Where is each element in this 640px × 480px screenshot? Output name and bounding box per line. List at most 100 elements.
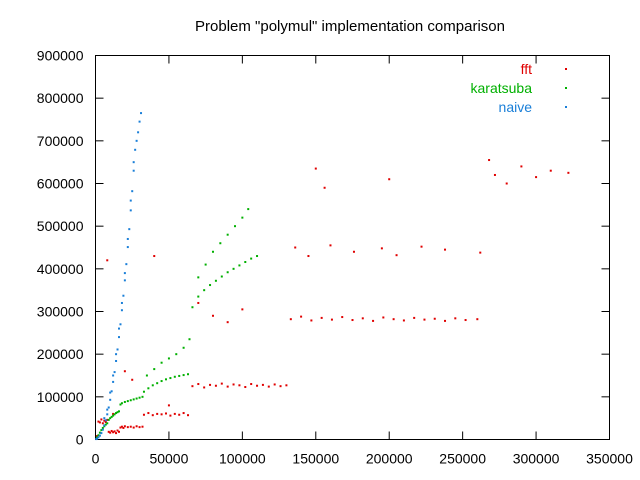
data-point-karatsuba [203,289,206,292]
series-karatsuba [95,208,259,439]
data-point-fft [103,419,106,422]
legend-marker-naive [565,106,567,108]
data-point-fft [310,319,313,322]
data-point-fft [520,165,523,168]
data-point-karatsuba [241,216,244,219]
data-point-fft [116,429,119,432]
data-point-karatsuba [116,411,119,414]
data-point-fft [330,318,333,321]
data-point-karatsuba [238,264,241,267]
data-point-fft [388,178,391,181]
data-point-naive [116,348,119,351]
y-tick-label: 900000 [37,48,84,64]
data-point-fft [352,250,355,253]
data-point-karatsuba [126,400,129,403]
data-point-fft [273,383,276,386]
data-point-naive [134,148,137,151]
data-point-naive [126,246,129,249]
data-point-karatsuba [141,395,144,398]
data-point-karatsuba [160,380,163,383]
data-point-naive [132,161,135,164]
data-point-fft [535,176,538,179]
data-point-naive [135,139,138,142]
data-point-karatsuba [106,422,109,425]
data-point-fft [289,318,292,321]
y-tick-label: 700000 [37,133,84,149]
data-point-fft [131,378,134,381]
y-tick-label: 400000 [37,261,84,277]
legend-label-karatsuba: karatsuba [471,80,533,96]
data-point-fft [232,383,235,386]
data-point-naive [97,436,100,439]
data-point-fft [380,247,383,250]
data-point-fft [241,308,244,311]
data-point-fft [479,251,482,254]
data-point-fft [444,319,447,322]
data-point-fft [256,384,259,387]
data-point-fft [392,318,395,321]
data-point-naive [101,428,104,431]
x-tick-label: 0 [92,451,100,467]
data-point-fft [314,167,317,170]
y-tick-label: 500000 [37,218,84,234]
data-point-naive [120,301,123,304]
data-point-karatsuba [115,412,118,415]
data-point-fft [320,316,323,319]
data-point-naive [109,398,112,401]
data-point-karatsuba [147,387,150,390]
data-point-naive [123,272,126,275]
data-point-fft [135,425,138,428]
data-point-karatsuba [234,225,237,228]
data-point-fft [123,425,126,428]
data-point-fft [351,319,354,322]
data-point-karatsuba [211,250,214,253]
data-point-fft [203,386,206,389]
data-point-naive [104,419,107,422]
data-point-fft [197,301,200,304]
data-point-fft [95,435,98,438]
data-point-naive [95,437,98,440]
data-point-karatsuba [100,429,103,432]
y-tick-label: 100000 [37,389,84,405]
data-point-fft [119,426,122,429]
data-point-fft [395,254,398,257]
data-point-naive [125,263,128,266]
data-point-fft [110,429,113,432]
data-point-fft [454,317,457,320]
data-point-naive [103,424,106,427]
data-point-karatsuba [220,275,223,278]
data-point-naive [123,279,126,282]
data-point-karatsuba [132,398,135,401]
data-point-karatsuba [138,396,141,399]
data-point-fft [123,370,126,373]
x-tick-label: 100000 [219,451,266,467]
data-point-karatsuba [219,242,222,245]
data-point-karatsuba [135,397,138,400]
data-point-fft [220,382,223,385]
data-point-karatsuba [197,276,200,279]
data-point-karatsuba [97,434,100,437]
data-point-fft [226,321,229,324]
y-tick-label: 300000 [37,304,84,320]
y-tick-label: 200000 [37,346,84,362]
data-point-fft [112,412,115,415]
data-point-fft [98,421,101,424]
data-point-fft [173,412,176,415]
data-point-fft [122,426,125,429]
data-point-naive [106,413,109,416]
data-point-karatsuba [119,403,122,406]
data-point-fft [132,426,135,429]
data-point-fft [191,385,194,388]
data-point-fft [104,421,107,424]
data-point-fft [267,385,270,388]
data-point-karatsuba [112,414,115,417]
data-point-karatsuba [182,346,185,349]
plot-frame [95,55,610,440]
x-tick-label: 350000 [586,451,633,467]
data-point-naive [115,353,118,356]
data-point-karatsuba [95,436,98,439]
data-point-naive [126,237,129,240]
data-point-karatsuba [226,233,229,236]
data-point-fft [505,182,508,185]
